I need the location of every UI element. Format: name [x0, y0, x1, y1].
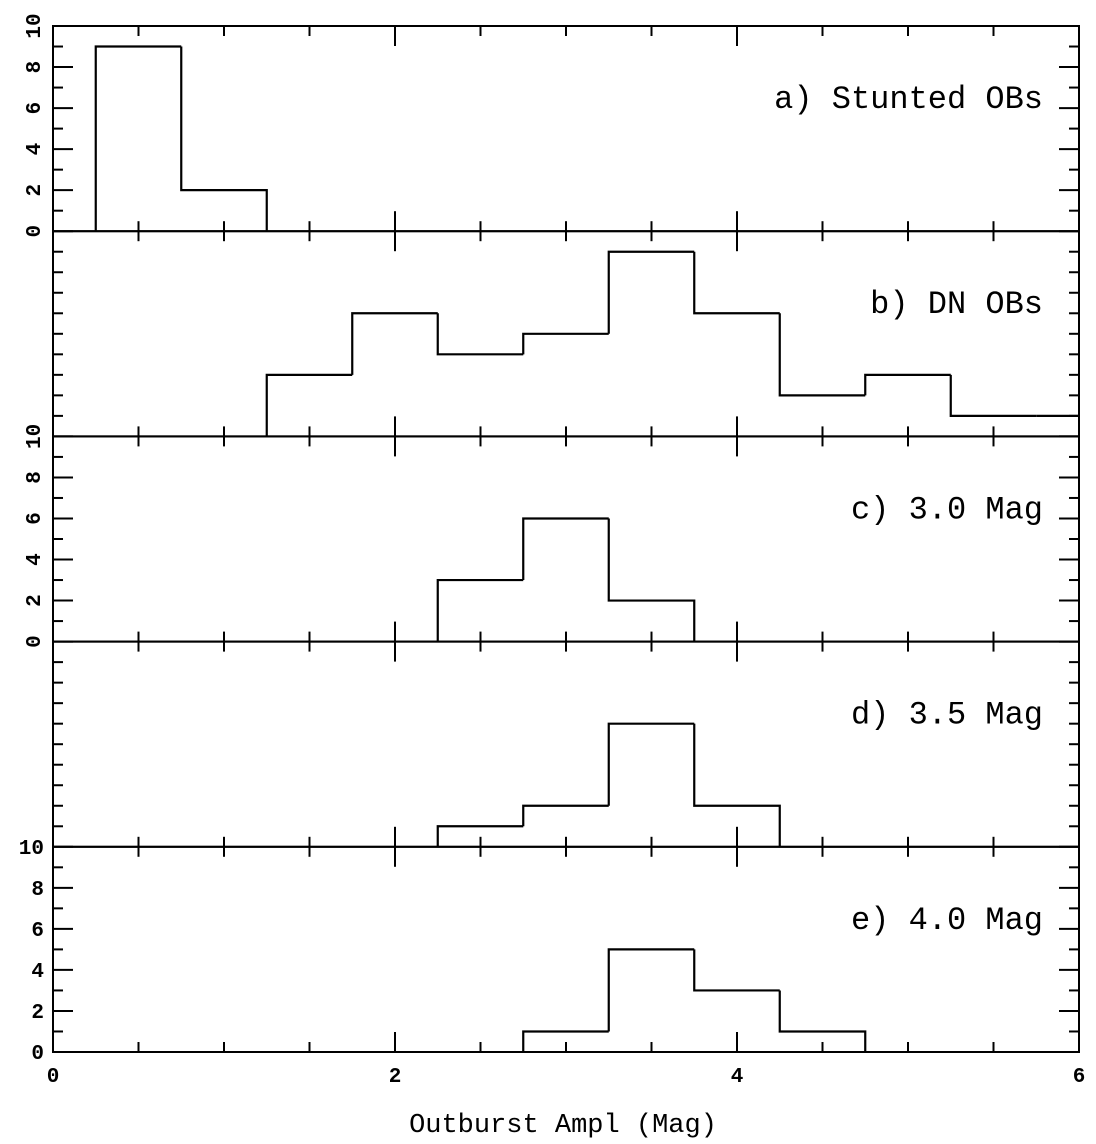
y-tick-label: 10	[24, 13, 47, 38]
histogram-bar	[607, 250, 695, 334]
panel-label: a) Stunted OBs	[774, 81, 1043, 118]
histogram-bar	[949, 374, 1037, 417]
y-tick-label: 8	[31, 879, 44, 902]
x-tick-label: 2	[389, 1066, 402, 1089]
histogram-bar	[522, 1030, 609, 1052]
histogram-bar	[351, 312, 438, 375]
y-tick-label: 6	[31, 920, 44, 943]
x-tick-label: 6	[1073, 1066, 1086, 1089]
y-tick-label: 10	[19, 838, 44, 861]
histogram	[436, 517, 696, 642]
histogram-bar	[1036, 414, 1079, 417]
histogram-bar	[864, 373, 951, 396]
histogram-bar	[265, 373, 353, 437]
x-tick-label: 0	[47, 1066, 60, 1089]
x-axis-label: Outburst Ampl (Mag)	[409, 1111, 717, 1141]
y-tick-label: 4	[31, 961, 44, 984]
histogram	[436, 722, 781, 847]
panel-label: d) 3.5 Mag	[851, 697, 1043, 734]
y-tick-label: 4	[24, 143, 47, 156]
histogram-bar	[693, 251, 780, 315]
histogram-bar	[778, 990, 867, 1052]
y-tick-label: 2	[31, 1002, 44, 1025]
histogram	[265, 250, 1079, 437]
histogram	[522, 948, 867, 1052]
panel-label: b) DN OBs	[870, 286, 1043, 323]
histogram-bar	[94, 45, 182, 232]
y-tick-label: 6	[24, 102, 47, 115]
y-tick-label: 0	[24, 635, 47, 648]
histogram	[94, 45, 268, 232]
histogram-bar	[693, 723, 781, 847]
y-tick-label: 2	[24, 184, 47, 197]
y-tick-label: 10	[24, 424, 47, 449]
histogram-bar	[522, 517, 609, 581]
panel-frame	[52, 640, 1080, 848]
histogram-bar	[607, 948, 695, 1032]
histogram-bar	[607, 722, 695, 806]
histogram-bar	[436, 313, 524, 356]
y-tick-label: 0	[31, 1043, 44, 1066]
panel-label: c) 3.0 Mag	[851, 491, 1043, 528]
y-tick-label: 0	[24, 225, 47, 238]
panel-frame	[52, 435, 1080, 643]
x-tick-label: 4	[731, 1066, 744, 1089]
histogram-bar	[778, 313, 866, 397]
panel-label: e) 4.0 Mag	[851, 902, 1043, 939]
panel-frame	[52, 845, 1080, 1053]
y-tick-label: 8	[24, 471, 47, 484]
histogram-bar	[436, 825, 524, 847]
panel-frame	[52, 25, 1080, 233]
y-tick-label: 6	[24, 512, 47, 525]
histogram-bar	[607, 518, 696, 642]
histogram-bar	[522, 804, 609, 827]
y-tick-label: 8	[24, 61, 47, 74]
histogram-bar	[693, 949, 780, 992]
histogram-bar	[180, 46, 268, 232]
histogram-bar	[436, 578, 524, 642]
y-tick-label: 4	[24, 553, 47, 566]
y-tick-label: 2	[24, 594, 47, 607]
histogram-bar	[522, 332, 609, 355]
